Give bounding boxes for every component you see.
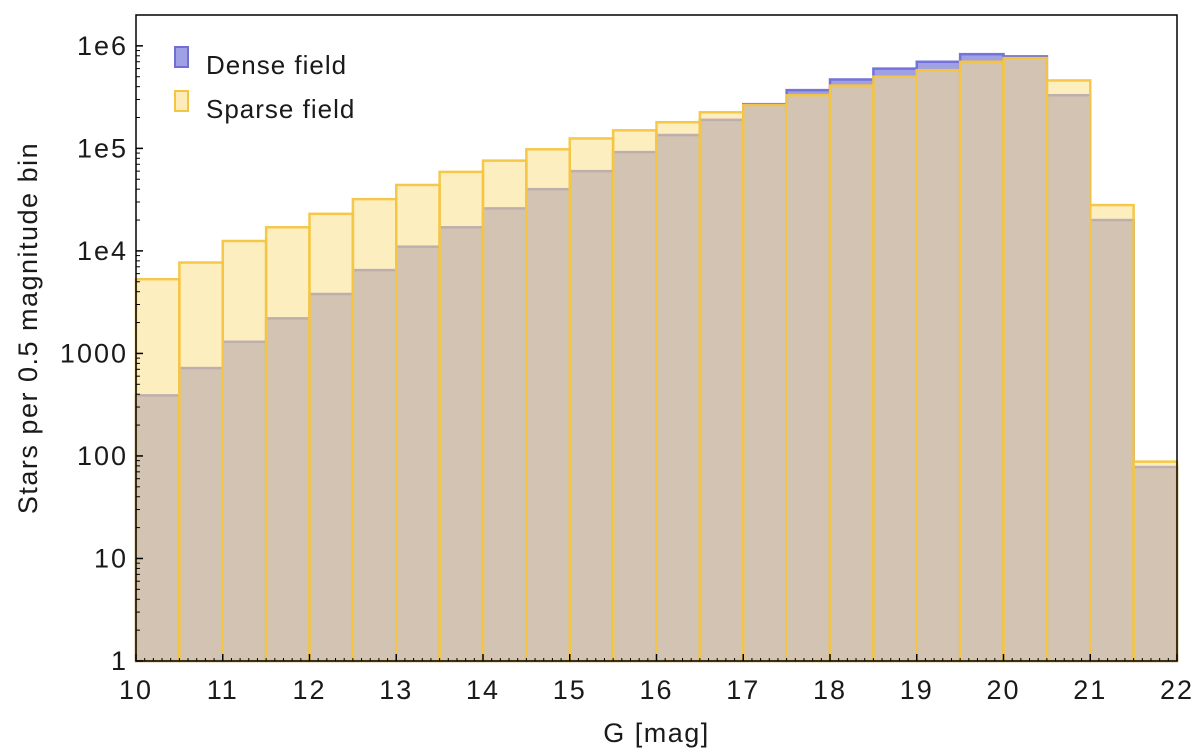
x-tick-label-10: 10 xyxy=(119,675,153,705)
sparse-bar-18 xyxy=(915,68,962,663)
legend-swatch-sparse xyxy=(174,90,189,112)
sparse-bar-7 xyxy=(438,170,485,663)
y-tick-label-1e4: 1e4 xyxy=(77,236,128,266)
sparse-field-bars xyxy=(134,56,1179,663)
x-tick-label-22: 22 xyxy=(1160,675,1194,705)
y-tick-label-1e6: 1e6 xyxy=(77,31,128,61)
sparse-bar-20 xyxy=(1002,56,1049,663)
y-axis-ticks: 1 10 100 1000 1e4 1e5 1e6 xyxy=(60,31,143,676)
sparse-bar-9 xyxy=(525,148,571,663)
sparse-bar-16 xyxy=(828,84,875,663)
x-tick-label-20: 20 xyxy=(986,675,1020,705)
sparse-bar-10 xyxy=(568,137,615,663)
sparse-bar-23 xyxy=(1132,460,1179,663)
y-tick-label-1000: 1000 xyxy=(60,338,128,368)
sparse-bar-17 xyxy=(872,75,918,663)
x-tick-label-16: 16 xyxy=(639,675,673,705)
y-tick-label-100: 100 xyxy=(77,441,128,471)
x-tick-label-14: 14 xyxy=(466,675,500,705)
sparse-bar-21 xyxy=(1045,79,1092,663)
x-tick-label-18: 18 xyxy=(813,675,847,705)
x-axis-ticks: 10 11 12 13 14 15 16 17 18 19 20 21 22 xyxy=(119,654,1194,705)
x-tick-label-21: 21 xyxy=(1073,675,1107,705)
sparse-bar-5 xyxy=(351,197,398,663)
x-tick-label-19: 19 xyxy=(900,675,934,705)
x-tick-label-17: 17 xyxy=(726,675,760,705)
legend: Dense field Sparse field xyxy=(174,46,355,124)
x-tick-label-11: 11 xyxy=(207,675,239,705)
y-tick-label-1e5: 1e5 xyxy=(77,133,128,163)
y-tick-label-1: 1 xyxy=(111,646,128,676)
legend-label-sparse: Sparse field xyxy=(206,94,355,124)
sparse-bar-13 xyxy=(698,111,745,663)
sparse-bar-6 xyxy=(395,183,441,663)
sparse-bar-8 xyxy=(481,159,528,663)
sparse-bar-3 xyxy=(264,226,311,663)
sparse-bar-19 xyxy=(958,60,1005,663)
legend-item-sparse: Sparse field xyxy=(174,90,355,124)
sparse-bar-11 xyxy=(611,129,658,663)
y-axis-title: Stars per 0.5 magnitude bin xyxy=(13,142,43,514)
legend-item-dense: Dense field xyxy=(174,46,347,80)
y-tick-label-10: 10 xyxy=(94,543,128,573)
sparse-bar-12 xyxy=(655,120,702,663)
sparse-bar-0 xyxy=(134,277,181,663)
sparse-bar-1 xyxy=(178,261,224,663)
legend-label-dense: Dense field xyxy=(206,50,347,80)
x-axis-title: G [mag] xyxy=(603,718,710,748)
sparse-bar-15 xyxy=(785,93,832,663)
legend-swatch-dense xyxy=(174,46,189,68)
sparse-bar-4 xyxy=(308,212,355,663)
sparse-bar-14 xyxy=(742,103,788,663)
sparse-bar-2 xyxy=(221,239,268,663)
x-tick-label-12: 12 xyxy=(292,675,326,705)
x-tick-label-15: 15 xyxy=(553,675,587,705)
x-tick-label-13: 13 xyxy=(379,675,413,705)
sparse-bar-22 xyxy=(1089,203,1135,663)
